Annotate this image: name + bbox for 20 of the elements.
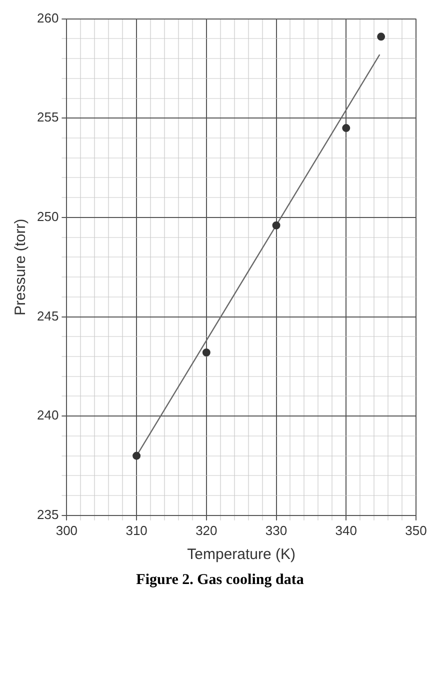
x-tick-label: 340 <box>335 522 357 538</box>
x-axis-title: Temperature (K) <box>187 546 296 564</box>
x-tick-label: 300 <box>56 522 78 538</box>
x-tick-label: 330 <box>265 522 288 538</box>
y-tick-label: 245 <box>36 308 59 324</box>
y-tick-label: 235 <box>36 506 59 522</box>
y-tick-label: 250 <box>36 209 59 224</box>
x-tick-label: 320 <box>196 522 218 538</box>
caption: Figure 2. Gas cooling data <box>135 572 305 589</box>
y-tick-label: 255 <box>36 110 59 125</box>
x-tick-label: 310 <box>126 522 148 538</box>
x-tick-label: 350 <box>405 522 427 538</box>
y-tick-label: 240 <box>36 408 59 423</box>
point <box>272 221 280 230</box>
y-axis-title: Pressure (torr) <box>12 218 30 316</box>
point <box>342 124 350 132</box>
y-tick-label: 260 <box>36 10 59 26</box>
point <box>132 452 141 460</box>
point <box>377 32 386 41</box>
point <box>202 348 210 357</box>
